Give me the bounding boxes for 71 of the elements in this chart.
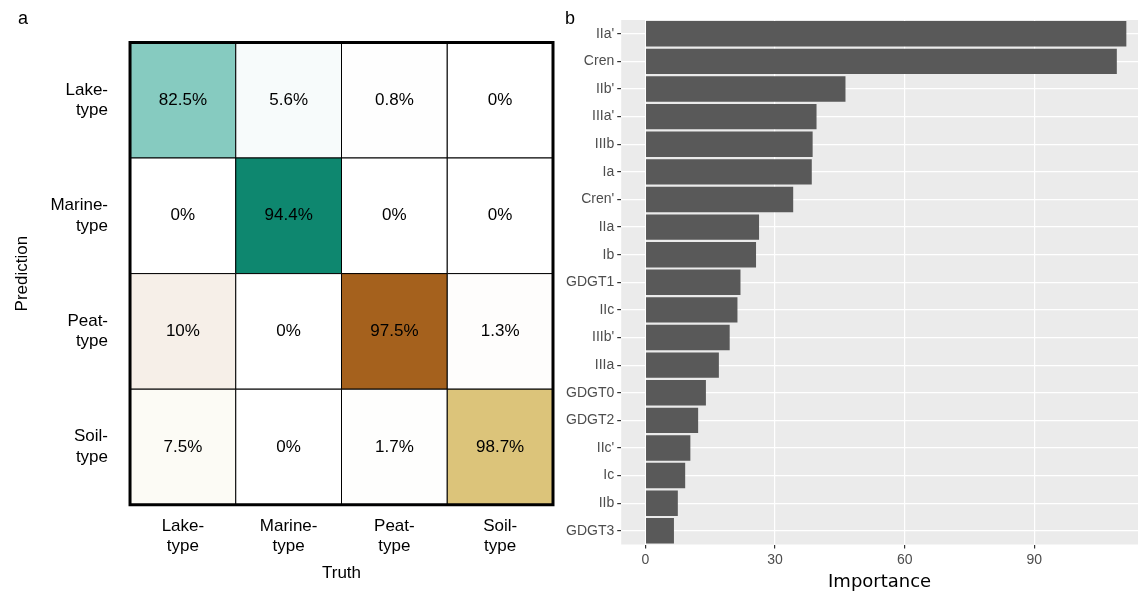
y-tick-label: IIIb'	[592, 328, 615, 345]
x-tick-label: Soil-type	[483, 515, 518, 556]
bar	[646, 76, 846, 102]
data-label: 5.6%	[269, 89, 309, 109]
y-tick-label: Soil-type	[74, 426, 109, 466]
x-axis-title: Importance	[828, 569, 932, 591]
bar	[646, 435, 691, 461]
y-axis-title: Prediction	[11, 235, 31, 312]
y-tick-label: Marine-type	[50, 195, 109, 235]
bar	[646, 269, 741, 295]
data-label: 0%	[487, 89, 513, 109]
y-tick-label: GDGT0	[565, 383, 615, 400]
y-tick-label: Cren	[583, 52, 615, 69]
data-label: 0%	[276, 321, 301, 341]
bar	[646, 159, 812, 185]
bar	[646, 48, 1117, 75]
data-label: 0%	[276, 436, 301, 456]
data-label: 7.5%	[163, 436, 203, 456]
data-label: 94.4%	[264, 205, 313, 225]
y-tick-label: Ia	[602, 162, 615, 179]
bar	[646, 352, 719, 378]
data-label: 1.7%	[375, 436, 414, 456]
data-label: 98.7%	[476, 436, 525, 456]
data-label: 0%	[170, 205, 196, 225]
x-tick-label: Lake-type	[161, 515, 205, 556]
y-tick-label: GDGT2	[565, 411, 615, 428]
y-tick-label: IIIa	[594, 355, 615, 372]
bar	[646, 518, 674, 544]
data-label: 82.5%	[158, 89, 207, 109]
bar	[646, 380, 706, 406]
x-tick-label: Peat-type	[374, 515, 415, 556]
text: a	[18, 8, 29, 29]
bar	[646, 462, 686, 489]
y-tick-label: GDGT1	[565, 273, 615, 290]
bar	[646, 131, 813, 157]
y-tick-label: Peat-type	[67, 310, 109, 351]
data-label: 10%	[165, 321, 200, 341]
data-label: 0%	[382, 205, 407, 225]
bar	[646, 407, 699, 434]
x-tick-label: Marine-type	[259, 515, 318, 556]
y-tick-label: IIa	[598, 217, 615, 234]
bar	[646, 103, 817, 130]
bar	[646, 241, 757, 268]
text: b	[565, 8, 576, 29]
y-tick-label: IIIb	[594, 135, 615, 152]
bar	[646, 186, 794, 213]
y-tick-label: IIIa'	[592, 107, 615, 124]
y-tick-label: GDGT3	[565, 521, 615, 538]
data-label: 0.8%	[375, 89, 414, 109]
data-label: 97.5%	[370, 321, 419, 341]
bar	[646, 297, 738, 323]
x-tick-label: 90	[1026, 550, 1043, 567]
y-tick-label: IIb	[598, 494, 615, 511]
x-tick-label: 60	[896, 550, 913, 567]
bar	[646, 21, 1127, 47]
data-label: 0%	[487, 205, 513, 225]
y-tick-label: Cren'	[581, 190, 615, 207]
x-tick-label: 0	[641, 550, 650, 567]
bar	[646, 324, 730, 351]
y-tick-label: IIb'	[595, 79, 615, 96]
y-tick-label: IIa'	[595, 24, 615, 41]
y-tick-label: IIc	[599, 300, 615, 317]
y-tick-label: Ic	[603, 466, 615, 483]
bar	[646, 490, 678, 516]
y-tick-label: Ib	[602, 245, 615, 262]
x-axis-title: Truth	[321, 563, 362, 583]
data-label: 1.3%	[480, 321, 520, 341]
y-tick-label: IIc'	[596, 438, 615, 455]
bar	[646, 214, 760, 240]
y-tick-label: Lake-type	[65, 79, 109, 120]
x-tick-label: 30	[767, 550, 784, 567]
